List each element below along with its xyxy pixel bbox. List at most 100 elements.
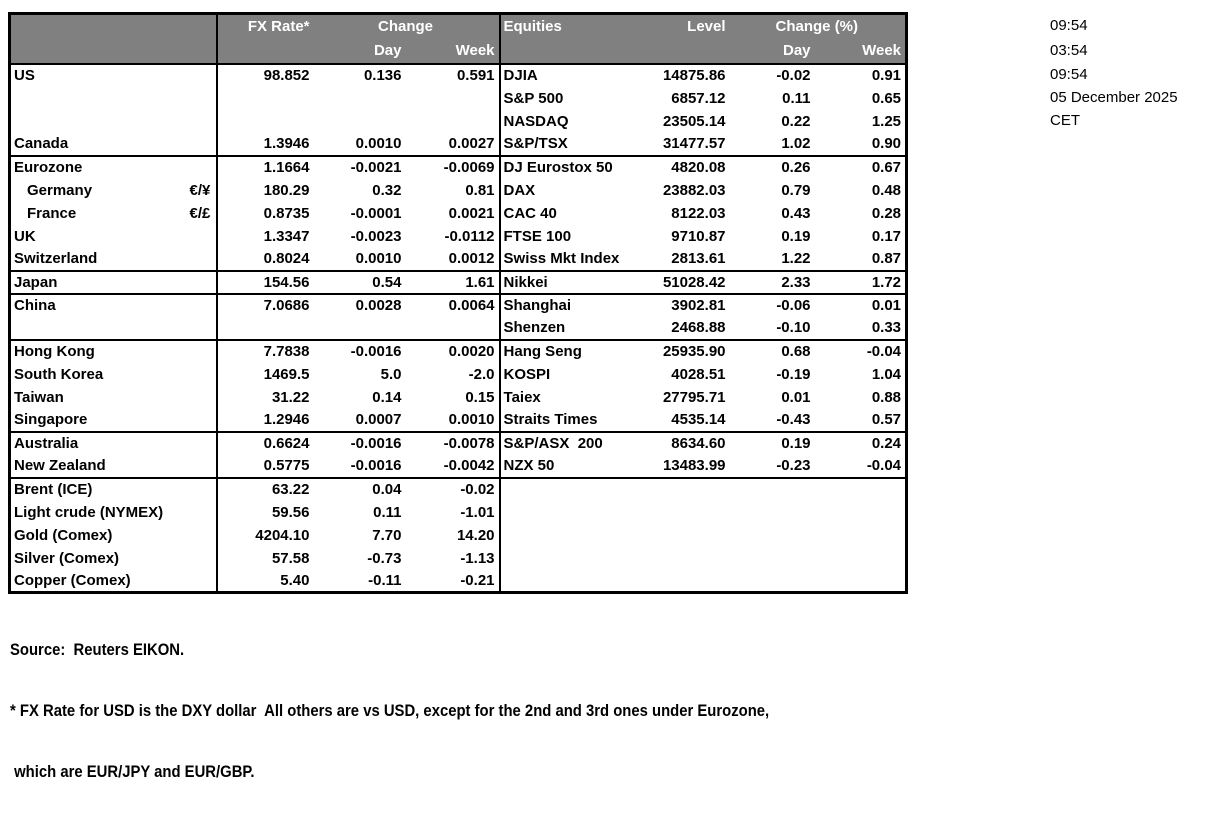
table-row: Gold (Comex) 4204.10 7.70 14.20 — [10, 523, 907, 547]
fx-change-day-cell — [314, 87, 406, 110]
equity-week-cell — [815, 524, 907, 547]
fx-pair-cell: €/£ — [186, 201, 218, 225]
equity-day-cell: 0.11 — [782, 89, 811, 107]
table-row: Copper (Comex) 5.40 -0.11 -0.21 — [10, 569, 907, 593]
equity-day-cell: -0.23 — [729, 454, 815, 479]
fx-change-day-cell: 5.0 — [380, 365, 402, 383]
fx-change-week-cell: 0.0020 — [405, 339, 501, 363]
fx-footnote-2: which are EUR/JPY and EUR/GBP. — [10, 763, 255, 781]
equity-day-cell — [730, 501, 815, 524]
equity-name-cell: CAC 40 — [503, 204, 557, 222]
fx-pair-cell — [186, 224, 218, 248]
blank-header-cell — [639, 38, 730, 65]
fx-change-week-cell: 14.20 — [405, 523, 501, 547]
fx-change-week-cell — [405, 86, 501, 110]
fx-change-day-cell: 0.14 — [372, 388, 402, 406]
fx-change-day-cell: -0.0001 — [350, 204, 402, 222]
fx-label-cell: Japan — [9, 270, 187, 295]
table-row: Canada 1.3946 0.0010 0.0027 S&P/TSX 31477.57 1… — [9, 132, 907, 157]
fx-label-cell: Hong Kong — [14, 343, 95, 360]
blank-header-cell — [186, 38, 218, 65]
fx-pair-cell: €/¥ — [186, 178, 218, 202]
fx-change-day-cell — [313, 316, 406, 341]
equity-level-cell: 4535.14 — [639, 408, 730, 433]
fx-change-day-cell: -0.73 — [367, 549, 402, 567]
fx-pair-cell — [186, 477, 218, 501]
fx-rate-cell: 0.8735 — [263, 204, 310, 222]
equity-level-cell — [640, 501, 730, 524]
equity-week-cell — [815, 478, 907, 501]
equity-name-cell: DJIA — [503, 67, 538, 84]
fx-change-day-cell: 0.32 — [372, 181, 402, 199]
equity-level-cell: 2813.61 — [639, 247, 730, 272]
fx-rate-cell: 0.5775 — [216, 454, 314, 479]
equity-level-cell: 23882.03 — [662, 181, 726, 199]
table-row: S&P 500 6857.12 0.11 0.65 — [10, 86, 907, 110]
fx-change-week-cell: 1.61 — [405, 270, 501, 295]
fx-pair-cell — [186, 155, 218, 179]
fx-change-header: Change — [313, 13, 501, 39]
table-row: UK 1.3347 -0.0023 -0.0112 FTSE 100 9710.87 0.1… — [10, 224, 907, 248]
equity-level-cell: 31477.57 — [639, 132, 730, 157]
fx-change-week-cell: -0.0042 — [405, 454, 501, 479]
equity-level-cell: 8122.03 — [671, 204, 726, 222]
fx-rate-cell: 180.29 — [263, 181, 310, 199]
equity-day-cell: 0.19 — [781, 435, 811, 452]
equity-day-cell: -0.06 — [776, 297, 811, 314]
equity-level-cell — [640, 524, 730, 547]
fx-rate-cell: 1.3347 — [263, 227, 310, 245]
equity-day-cell: 0.79 — [781, 181, 811, 199]
equity-level-cell — [640, 547, 730, 570]
equity-name-cell: DAX — [503, 181, 536, 199]
fx-change-day-cell: 0.136 — [363, 67, 402, 84]
fx-pair-cell — [186, 385, 218, 409]
header-row-2: Day Week Day Week — [9, 38, 907, 65]
fx-pair-cell — [186, 454, 218, 479]
fx-change-week-cell: -0.21 — [405, 569, 501, 593]
equity-week-cell: 0.91 — [871, 67, 902, 84]
timestamp-line: 05 December 2025 — [1050, 89, 1178, 106]
table-row: Germany €/¥ 180.29 0.32 0.81 DAX 23882.03 0.79 0… — [10, 178, 907, 202]
equity-level-cell: 4028.51 — [671, 365, 726, 383]
equity-name-cell: Taiex — [503, 388, 541, 406]
equity-week-cell: 0.57 — [814, 408, 907, 433]
equity-name-cell: S&P/TSX — [499, 132, 640, 157]
fx-change-week-cell: 0.0012 — [405, 247, 501, 272]
fx-rate-cell: 63.22 — [271, 481, 310, 498]
fx-label-cell: South Korea — [14, 365, 104, 383]
fx-label-cell — [10, 87, 187, 110]
fx-change-day-cell: 0.0010 — [313, 132, 406, 157]
equity-name-cell: S&P/ASX 200 — [503, 435, 603, 452]
fx-label-cell: Silver (Comex) — [14, 549, 120, 567]
equity-name-cell — [500, 501, 640, 524]
equity-name-cell: KOSPI — [503, 365, 551, 383]
equity-day-cell: 2.33 — [729, 270, 815, 295]
equity-level-cell — [640, 478, 730, 501]
equity-week-cell: -0.04 — [866, 343, 902, 360]
fx-rate-cell: 1.2946 — [216, 408, 314, 433]
footer-notes: Source: Reuters EIKON. * FX Rate for USD… — [10, 601, 769, 822]
fx-label-cell: Gold (Comex) — [14, 526, 113, 544]
equity-week-cell: 0.01 — [871, 297, 902, 314]
fx-label-cell: Light crude (NYMEX) — [14, 503, 164, 521]
equity-level-cell: 6857.12 — [671, 89, 726, 107]
equities-week-header: Week — [814, 38, 907, 65]
equity-name-cell — [500, 547, 640, 570]
equity-week-cell: -0.04 — [814, 454, 907, 479]
fx-pair-cell — [186, 109, 218, 133]
equity-day-cell: 1.02 — [729, 132, 815, 157]
level-header: Level — [639, 13, 730, 39]
fx-pair-cell — [186, 132, 218, 157]
fx-change-day-cell: -0.0016 — [313, 454, 406, 479]
equity-week-cell: 0.17 — [871, 227, 902, 245]
equity-level-cell: 4820.08 — [671, 159, 726, 176]
fx-rate-cell: 0.8024 — [216, 247, 314, 272]
equity-level-cell: 3902.81 — [671, 297, 726, 314]
equity-level-cell: 9710.87 — [671, 227, 726, 245]
fx-change-day-cell: 7.70 — [372, 526, 402, 544]
fx-change-week-cell: -2.0 — [405, 362, 501, 386]
table-row: Australia 0.6624 -0.0016 -0.0078 S&P/ASX 200… — [10, 431, 907, 455]
equity-week-cell: 1.25 — [871, 112, 902, 130]
equity-day-cell: 0.19 — [781, 227, 811, 245]
blank-header-cell — [9, 38, 187, 65]
